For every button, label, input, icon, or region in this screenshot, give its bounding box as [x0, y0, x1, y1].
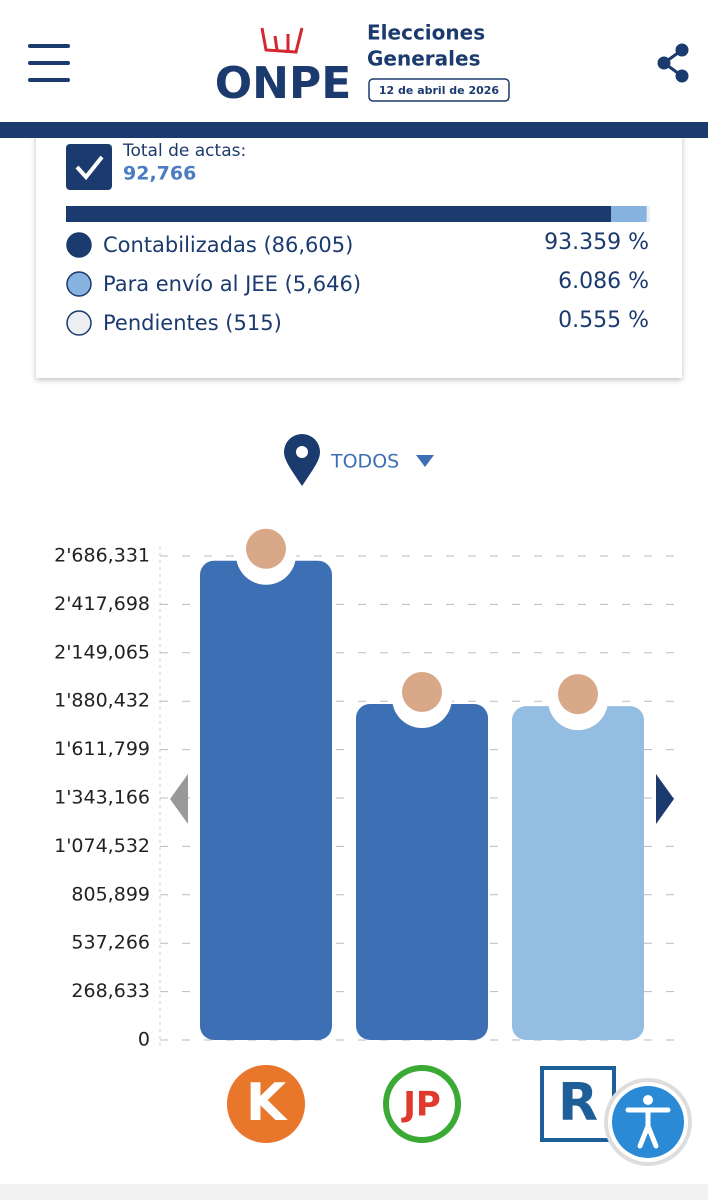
candidate-face [558, 674, 598, 715]
progress-bar [66, 206, 650, 222]
y-tick-label: 0 [138, 1029, 150, 1051]
legend-dot [66, 271, 92, 297]
chart: 0 268,633 537,266 805,899 1'074,532 1'343,166… [54, 524, 682, 1143]
prev-arrow[interactable] [170, 774, 188, 824]
legend-dot [66, 310, 92, 336]
actas-card [36, 126, 682, 378]
y-tick-label: 1'074,532 [54, 835, 150, 857]
actas-title: Total de actas: [122, 141, 246, 161]
date: 12 de abril de 2026 [379, 84, 500, 97]
location-filter[interactable]: TODOS [284, 434, 434, 486]
party-logo [383, 1065, 461, 1143]
actas-icon [66, 144, 112, 190]
legend-percent: 0.555 % [558, 308, 649, 333]
header-title: Generales [367, 47, 480, 71]
legend-label: Para envío al JEE (5,646) [103, 272, 361, 296]
y-tick-label: 1'343,166 [54, 786, 150, 808]
y-tick-label: 537,266 [71, 932, 150, 954]
y-tick-label: 1'880,432 [54, 690, 150, 712]
actas-legend: Contabilizadas (86,605) 93.359 % Para enví… [66, 230, 649, 336]
candidate-face [246, 528, 286, 569]
legend-percent: 6.086 % [558, 269, 649, 294]
menu-button[interactable] [28, 44, 70, 82]
progress-segment [646, 206, 650, 222]
y-tick-label: 1'611,799 [54, 738, 150, 760]
check [75, 155, 104, 181]
legend-label: Contabilizadas (86,605) [103, 233, 353, 257]
header-title: Elecciones [367, 21, 485, 45]
date-box [368, 78, 510, 102]
y-tick-label: 2'149,065 [54, 641, 150, 663]
bar [356, 703, 488, 1040]
progress-segment [611, 206, 647, 222]
bar [200, 560, 332, 1040]
y-tick-label: 268,633 [71, 980, 150, 1002]
candidate-face [402, 671, 442, 712]
party-logo-text: JP [401, 1085, 441, 1125]
accessibility-button[interactable] [604, 1078, 692, 1166]
actas-total: 92,766 [123, 163, 196, 185]
footer-strip [0, 1184, 708, 1200]
filter-label[interactable]: TODOS [330, 451, 399, 473]
header-band [0, 122, 708, 138]
logo: ONPE [215, 58, 352, 109]
next-arrow[interactable] [656, 774, 674, 824]
y-tick-label: 2'417,698 [54, 593, 150, 615]
logo-hand [260, 27, 304, 54]
party-logo-text: R [558, 1073, 598, 1133]
y-tick-label: 2'686,331 [54, 545, 150, 567]
party-logo-text: K [246, 1073, 288, 1133]
legend-label: Pendientes (515) [103, 311, 282, 335]
party-logo [227, 1065, 305, 1143]
y-tick-label: 805,899 [71, 883, 150, 905]
bar [512, 706, 644, 1040]
legend-percent: 93.359 % [544, 230, 649, 255]
progress-segment [66, 206, 612, 222]
share-button[interactable] [657, 43, 689, 83]
legend-dot [66, 232, 92, 258]
